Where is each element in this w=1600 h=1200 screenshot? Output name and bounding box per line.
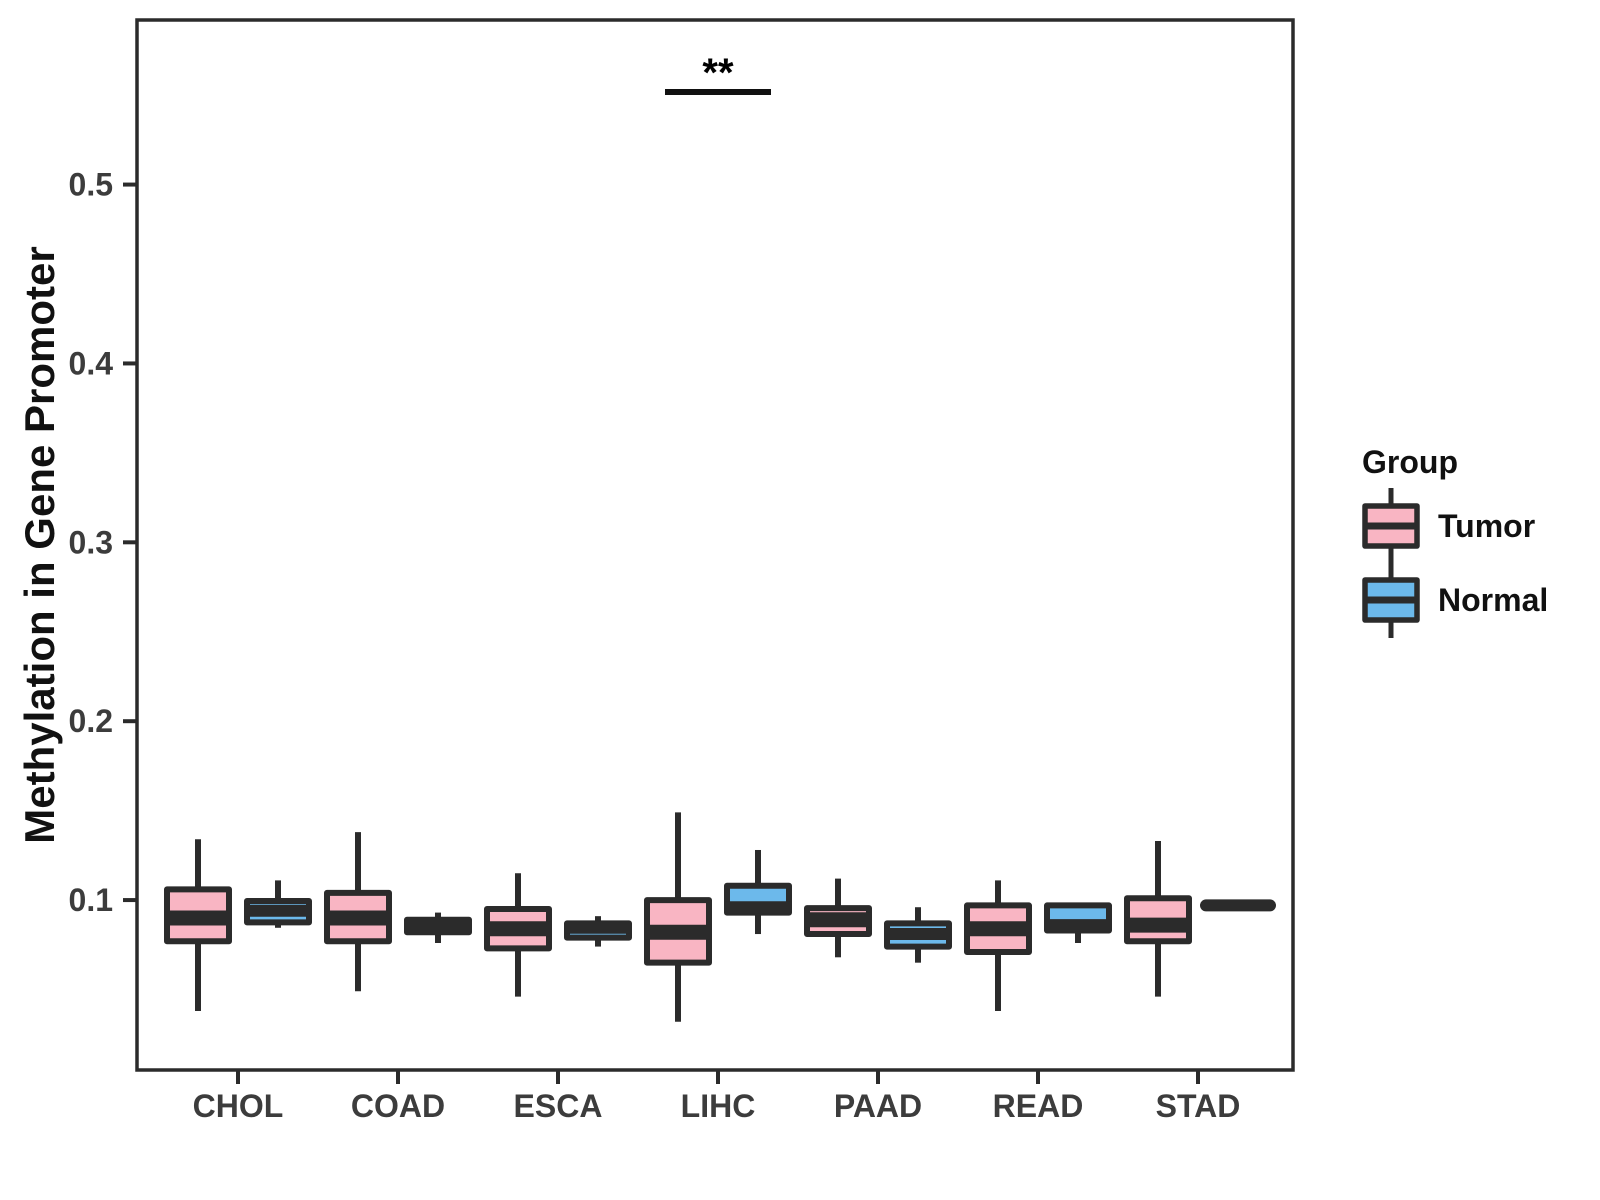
x-tick-label: PAAD — [834, 1088, 922, 1124]
legend-entry-tumor: Tumor — [1358, 488, 1548, 564]
y-tick-label: 0.4 — [69, 345, 114, 381]
x-tick-label: ESCA — [514, 1088, 603, 1124]
panel-border — [135, 18, 1295, 1072]
box-chol-tumor — [164, 839, 232, 1011]
tumor-boxplot-key-icon — [1362, 488, 1420, 564]
box-stad-tumor — [1124, 841, 1192, 997]
normal-boxplot-key-icon — [1362, 562, 1420, 638]
x-tick-label: READ — [993, 1088, 1084, 1124]
legend: Group Tumor Normal — [1358, 444, 1549, 638]
box-lihc-normal — [724, 849, 792, 935]
box-read-tumor — [964, 880, 1032, 1011]
y-axis-title: Methylation in Gene Promoter — [16, 246, 63, 844]
legend-label-normal: Normal — [1438, 581, 1549, 618]
box-esca-tumor — [484, 873, 552, 997]
x-tick-label: STAD — [1156, 1088, 1241, 1124]
y-tick-label: 0.1 — [69, 882, 113, 918]
significance-label: ** — [702, 51, 734, 95]
x-tick-label: CHOL — [193, 1088, 284, 1124]
legend-label-tumor: Tumor — [1438, 507, 1536, 544]
box-esca-normal — [564, 916, 632, 947]
legend-entry-normal: Normal — [1358, 562, 1549, 638]
box-read-normal — [1044, 902, 1112, 943]
box-paad-tumor — [804, 878, 872, 958]
legend-title: Group — [1362, 444, 1458, 480]
box-coad-tumor — [324, 832, 392, 992]
y-tick-label: 0.3 — [69, 524, 113, 560]
box-chol-normal — [244, 880, 312, 928]
box-coad-normal — [404, 912, 472, 943]
y-tick-label: 0.2 — [69, 703, 113, 739]
box-paad-normal — [884, 907, 952, 963]
x-tick-label: LIHC — [681, 1088, 756, 1124]
x-tick-label: COAD — [351, 1088, 445, 1124]
box-lihc-tumor — [644, 812, 712, 1022]
y-tick-label: 0.5 — [69, 167, 113, 203]
